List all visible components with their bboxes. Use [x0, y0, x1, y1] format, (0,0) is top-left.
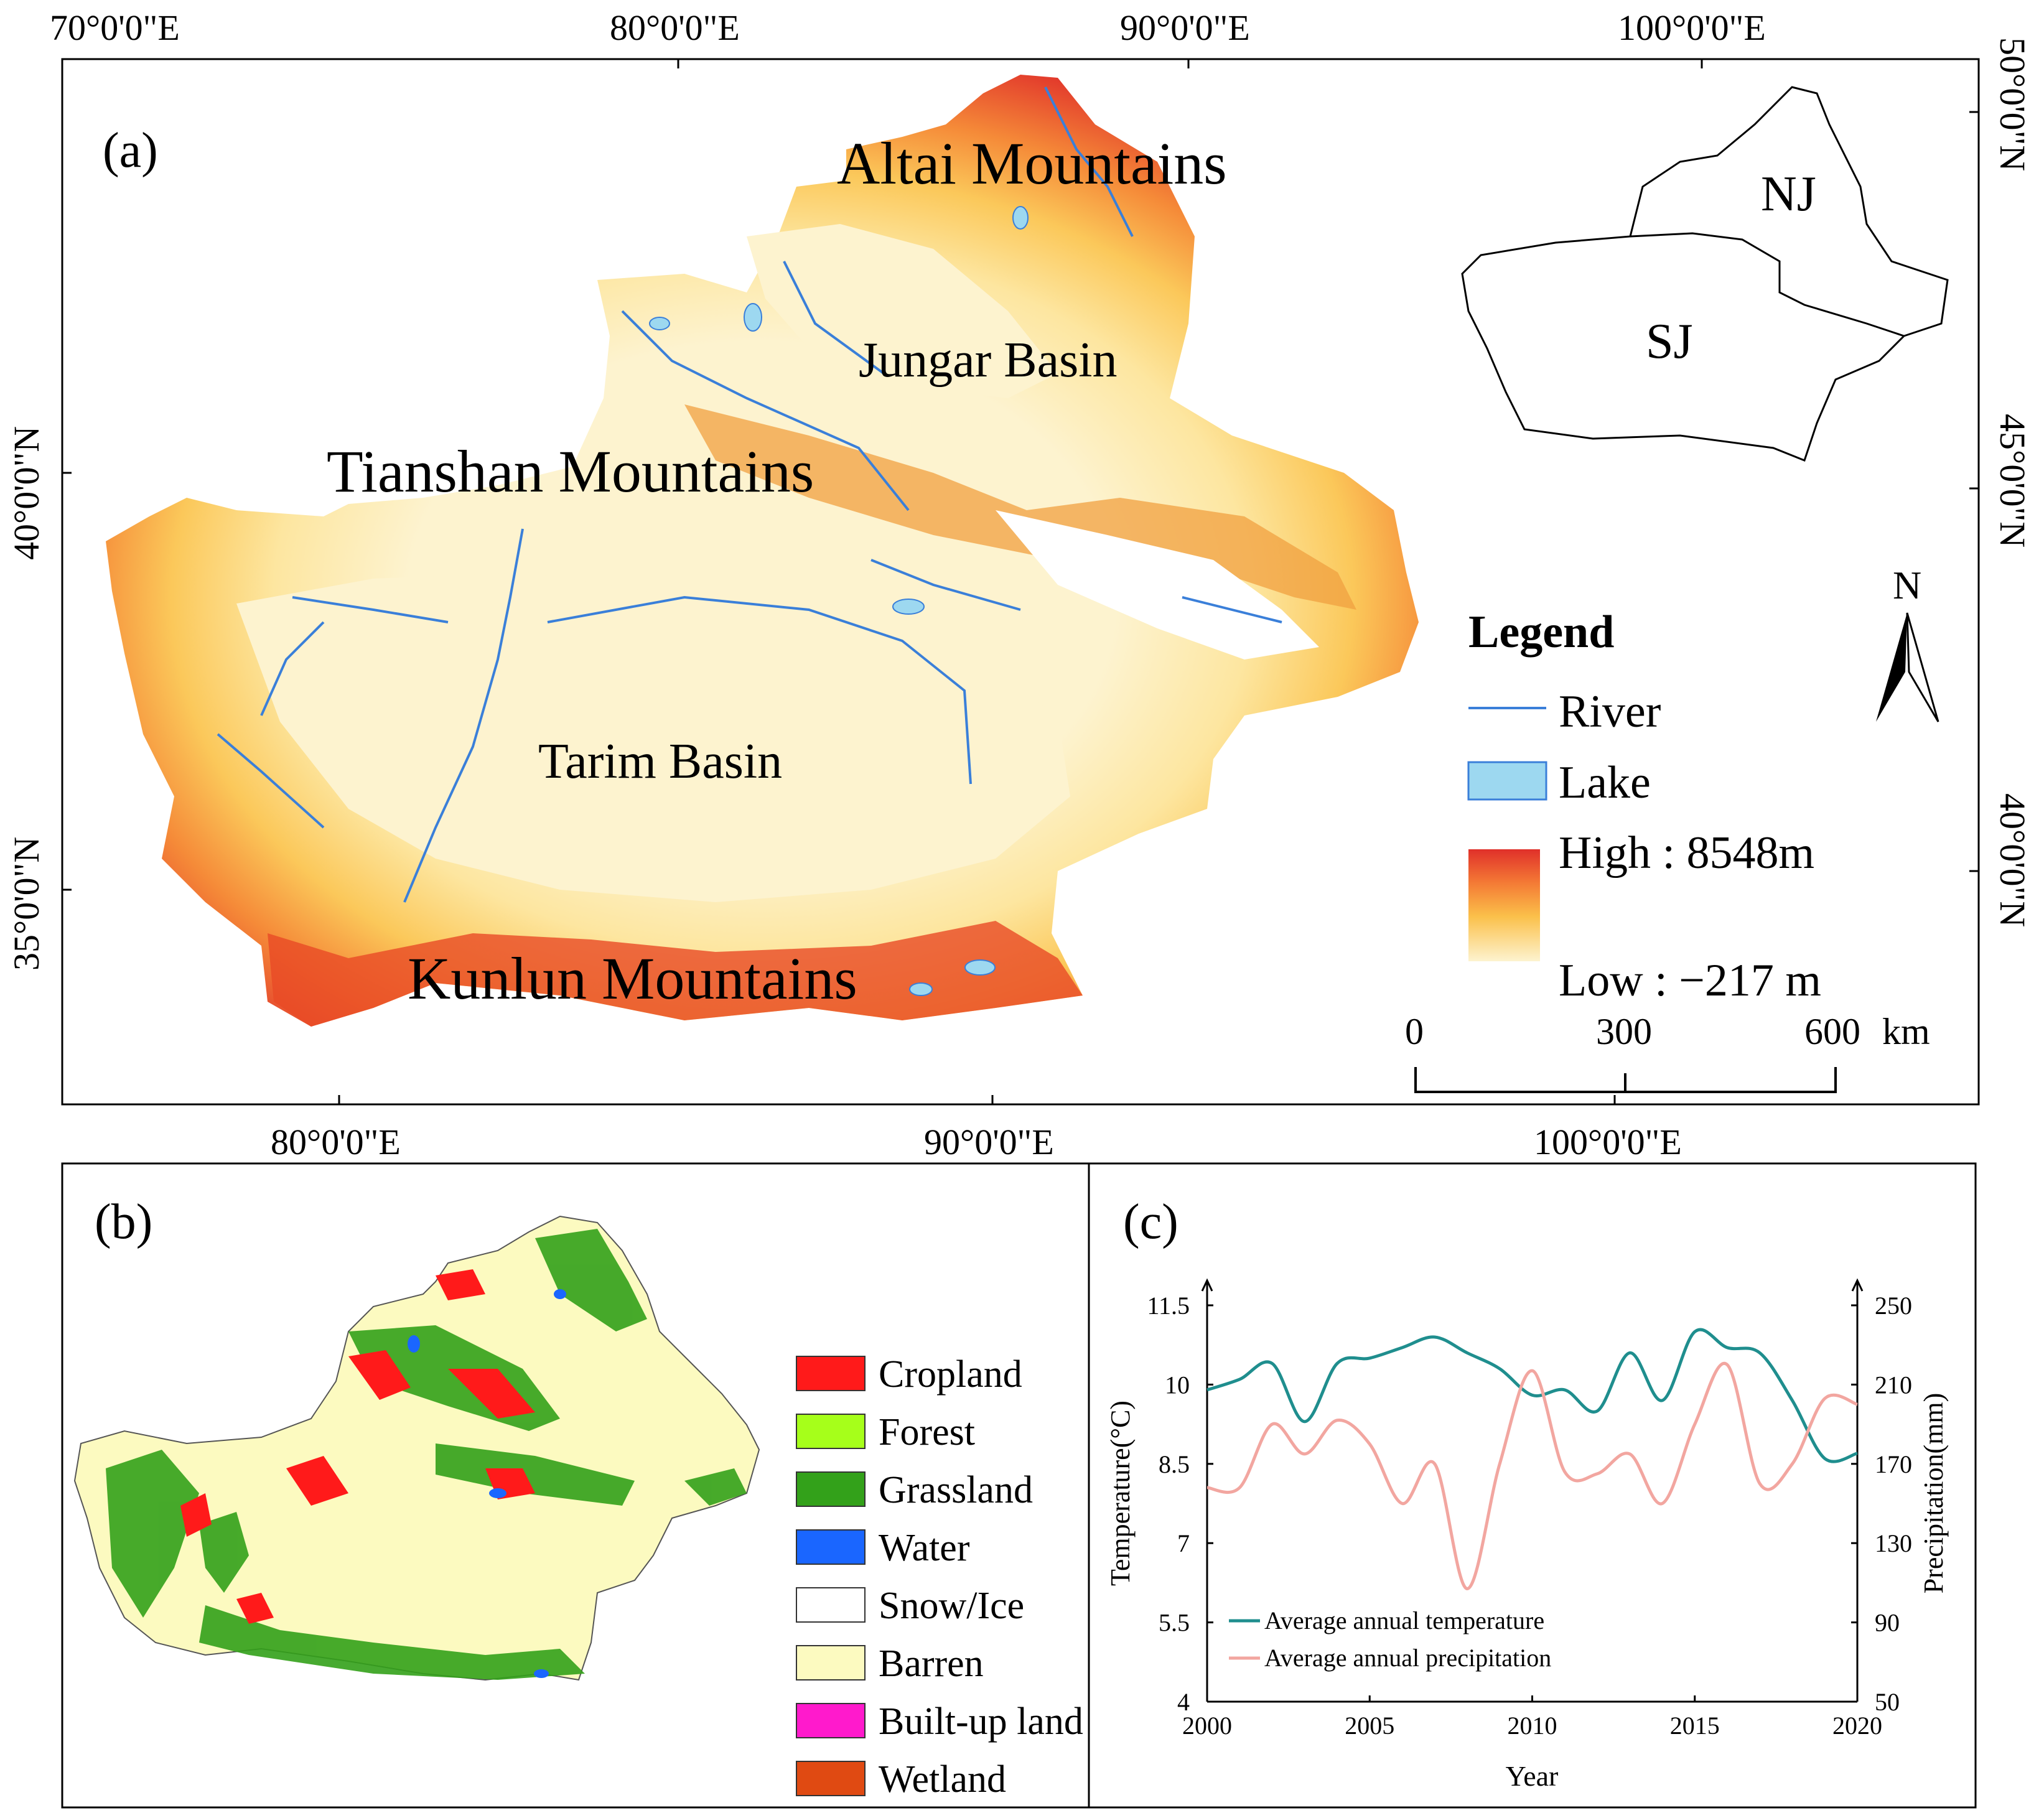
inset-map: NJ SJ [1461, 86, 1949, 462]
scale-unit: km [1882, 1011, 1930, 1052]
legend-swatch-wetland [796, 1761, 866, 1796]
jungar-basin-interior [747, 224, 1058, 398]
panel-b-label: (b) [95, 1195, 152, 1249]
map-legend: Legend River Lake High : 8548m Low : −21… [1467, 607, 1821, 1006]
top-tick-label: 90°0'0"E [1120, 7, 1250, 48]
east-light-area [996, 510, 1319, 660]
legend-swatch-water [796, 1529, 866, 1565]
scale-tick: 300 [1596, 1011, 1652, 1052]
scale-tick: 600 [1804, 1011, 1860, 1052]
legend-label: Cropland [879, 1353, 1022, 1396]
lakes [649, 206, 1029, 996]
panel-a: 70°0'0"E 80°0'0"E 90°0'0"E 100°0'0"E 80°… [6, 7, 2033, 1162]
x-tick-label: 2005 [1345, 1712, 1394, 1740]
tarim-basin-interior [236, 572, 1070, 902]
chart-ticks: 2000 2005 2010 2015 2020 4 5.5 7 8.5 10 11.5 50 90 13… [1147, 1292, 1912, 1740]
precipitation-series-line [1206, 1361, 1858, 1590]
panel-c-frame [1088, 1162, 1977, 1809]
legend-label: Forest [879, 1411, 975, 1453]
y-right-tick-label: 250 [1875, 1292, 1912, 1320]
legend-swatch-forest [796, 1414, 866, 1449]
altai-mountains-label: Altai Mountains [837, 130, 1227, 197]
y-right-axis-label: Precipitation(mm) [1918, 1393, 1949, 1594]
y-right-tick-label: 90 [1875, 1609, 1900, 1637]
y-left-tick-label: 7 [1177, 1529, 1190, 1557]
legend-label: Wetland [879, 1758, 1006, 1801]
top-tick-label: 100°0'0"E [1618, 7, 1766, 48]
north-arrow-label: N [1893, 563, 1921, 607]
legend-label: Built-up land [879, 1700, 1083, 1743]
temperature-series-line [1206, 1328, 1858, 1463]
right-tick-label: 45°0'0"N [1992, 414, 2033, 548]
y-right-tick-label: 130 [1875, 1529, 1912, 1557]
y-left-tick-label: 10 [1165, 1371, 1190, 1399]
legend-precipitation-label: Average annual precipitation [1264, 1644, 1551, 1672]
jungar-basin-label: Jungar Basin [859, 333, 1118, 388]
landcover-legend: Cropland Forest Grassland Water Snow/Ice… [796, 1353, 1083, 1801]
inset-sj-label: SJ [1646, 314, 1693, 369]
cropland-patches [180, 1269, 535, 1624]
panel-a-label: (a) [103, 123, 158, 178]
panel-c: (c) 2000 2005 2010 2015 2020 4 5.5 7 8.5 10 11.5 50… [1088, 1162, 1977, 1809]
kunlun-ridge [268, 921, 1083, 1027]
scale-tick: 0 [1405, 1011, 1424, 1052]
legend-swatch-cropland [796, 1356, 866, 1391]
legend-label: Grassland [879, 1469, 1033, 1511]
left-tick-label: 40°0'0"N [6, 426, 47, 560]
x-tick-label: 2015 [1670, 1712, 1720, 1740]
kunlun-mountains-label: Kunlun Mountains [408, 945, 857, 1012]
x-axis-label: Year [1506, 1760, 1559, 1792]
scale-bar: 0 300 600 km [1405, 1011, 1930, 1093]
legend-swatch-barren [796, 1645, 866, 1680]
legend-label: Barren [879, 1643, 984, 1685]
y-left-tick-label: 4 [1177, 1688, 1190, 1716]
bottom-tick-label: 80°0'0"E [271, 1122, 401, 1162]
tianshan-mountains-label: Tianshan Mountains [327, 438, 814, 505]
y-right-tick-label: 170 [1875, 1450, 1912, 1478]
panel-c-label: (c) [1123, 1195, 1178, 1249]
right-tick-label: 50°0'0"N [1992, 37, 2033, 171]
legend-low-label: Low : −217 m [1559, 955, 1821, 1006]
legend-swatch-snow-ice [796, 1587, 866, 1623]
rivers [217, 86, 1282, 903]
legend-label: Water [879, 1527, 970, 1569]
legend-swatch-grassland [796, 1471, 866, 1507]
y-left-tick-label: 11.5 [1147, 1292, 1190, 1320]
top-tick-marks [62, 59, 1979, 1104]
x-tick-label: 2010 [1508, 1712, 1557, 1740]
legend-temperature-label: Average annual temperature [1264, 1606, 1544, 1634]
elevation-ramp [1468, 849, 1540, 961]
lake-legend-swatch [1467, 761, 1547, 801]
legend-label: Snow/Ice [879, 1585, 1024, 1627]
bottom-tick-label: 90°0'0"E [924, 1122, 1054, 1162]
inset-nj-label: NJ [1761, 167, 1816, 221]
y-left-tick-label: 8.5 [1159, 1450, 1190, 1478]
top-tick-label: 70°0'0"E [50, 7, 180, 48]
panel-b: (b) [61, 1162, 1090, 1809]
north-arrow-icon [1876, 613, 1907, 722]
x-tick-label: 2000 [1182, 1712, 1232, 1740]
north-arrow: N [1876, 563, 1939, 722]
right-tick-label: 40°0'0"N [1992, 793, 2033, 927]
y-right-tick-label: 50 [1875, 1688, 1900, 1716]
x-tick-label: 2020 [1832, 1712, 1882, 1740]
top-tick-label: 80°0'0"E [610, 7, 740, 48]
bottom-tick-label: 100°0'0"E [1534, 1122, 1682, 1162]
left-tick-label: 35°0'0"N [6, 837, 47, 971]
legend-swatch-built-up [796, 1703, 866, 1738]
y-right-tick-label: 210 [1875, 1371, 1912, 1399]
tarim-basin-label: Tarim Basin [538, 734, 782, 789]
y-left-tick-label: 5.5 [1159, 1609, 1190, 1637]
legend-title: Legend [1468, 607, 1614, 658]
legend-lake-label: Lake [1559, 757, 1651, 808]
legend-high-label: High : 8548m [1559, 827, 1814, 879]
y-left-axis-label: Temperature(°C) [1105, 1401, 1136, 1586]
water-patches [408, 1289, 566, 1678]
legend-river-label: River [1559, 686, 1661, 737]
